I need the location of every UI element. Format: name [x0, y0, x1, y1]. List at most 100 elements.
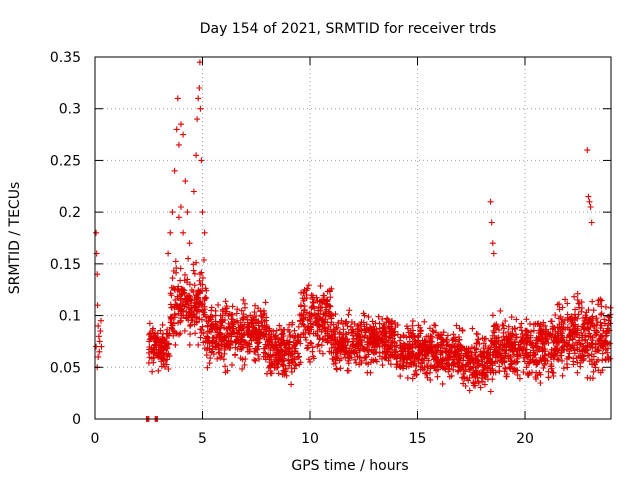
data-point	[278, 326, 284, 333]
data-point	[215, 301, 222, 308]
data-point	[519, 337, 526, 344]
data-point	[429, 339, 436, 345]
data-point	[576, 300, 583, 307]
data-point	[164, 353, 171, 360]
data-point	[222, 298, 229, 305]
data-point	[221, 347, 228, 353]
data-point	[239, 315, 246, 322]
data-point	[453, 322, 460, 329]
data-point	[180, 229, 187, 236]
y-tick-label: 0.15	[50, 257, 81, 273]
data-point	[348, 354, 355, 361]
data-point	[191, 282, 198, 289]
data-point	[232, 344, 239, 351]
data-point	[172, 297, 179, 304]
data-point	[195, 341, 202, 348]
data-point	[356, 322, 362, 329]
data-point	[97, 328, 104, 335]
data-point	[327, 294, 334, 301]
data-point	[204, 339, 211, 346]
data-point	[172, 287, 178, 293]
data-point	[366, 346, 373, 353]
data-point	[218, 353, 225, 360]
data-point	[301, 295, 308, 302]
data-point	[581, 325, 588, 332]
data-point	[471, 380, 477, 387]
data-point	[545, 340, 552, 347]
data-point	[429, 327, 436, 334]
data-point	[249, 329, 256, 336]
data-point	[349, 338, 356, 345]
data-point	[607, 320, 613, 327]
data-point	[545, 330, 552, 336]
data-point	[400, 365, 407, 372]
data-point	[515, 341, 522, 348]
data-point	[251, 356, 258, 363]
data-point	[585, 193, 592, 200]
data-point	[150, 359, 157, 366]
data-point	[445, 341, 451, 348]
data-point	[418, 348, 425, 355]
y-tick-label: 0.3	[59, 102, 81, 118]
data-point	[538, 338, 545, 345]
data-point	[372, 320, 379, 327]
data-point	[604, 349, 611, 356]
data-point	[187, 323, 193, 329]
data-point	[408, 360, 415, 367]
data-point	[285, 326, 291, 333]
data-point	[333, 354, 340, 361]
data-point	[229, 328, 236, 335]
data-point	[603, 339, 610, 346]
data-point	[223, 303, 230, 309]
data-point	[400, 345, 407, 352]
data-point	[588, 356, 595, 363]
data-point	[552, 312, 559, 318]
data-point	[155, 367, 162, 374]
data-point	[218, 316, 225, 323]
data-point	[93, 229, 100, 236]
data-point	[272, 338, 279, 345]
data-point	[365, 313, 372, 320]
data-point	[578, 357, 585, 364]
data-point	[342, 354, 349, 361]
data-point	[574, 339, 581, 346]
data-point	[358, 319, 365, 325]
y-tick-label: 0.2	[59, 205, 81, 221]
data-point	[297, 302, 304, 309]
data-point	[556, 324, 563, 331]
data-point	[173, 269, 180, 276]
x-tick-label: 0	[91, 431, 100, 447]
data-point	[266, 327, 273, 334]
data-point	[422, 341, 429, 348]
data-point	[511, 352, 517, 359]
data-point	[505, 323, 512, 330]
data-point	[276, 357, 283, 364]
data-point	[461, 375, 468, 382]
data-point	[379, 362, 386, 369]
data-point	[197, 288, 204, 295]
data-point	[435, 358, 442, 365]
data-point	[534, 320, 541, 327]
data-point	[233, 310, 240, 317]
data-point	[242, 304, 248, 311]
data-point	[359, 343, 366, 350]
data-point	[443, 342, 450, 349]
data-point	[196, 85, 203, 91]
data-point	[558, 347, 565, 354]
data-point	[216, 333, 223, 339]
data-point	[286, 321, 293, 328]
data-point	[589, 334, 596, 341]
data-point	[472, 367, 479, 374]
data-point	[431, 322, 438, 328]
data-point	[407, 327, 414, 334]
data-point	[189, 317, 196, 324]
data-point	[264, 370, 270, 377]
data-point	[200, 330, 207, 337]
data-point	[194, 291, 201, 298]
data-point	[520, 354, 527, 361]
data-point	[360, 346, 367, 353]
data-point	[369, 318, 376, 325]
data-point	[499, 322, 506, 328]
data-point	[409, 322, 416, 329]
data-point	[372, 356, 379, 363]
